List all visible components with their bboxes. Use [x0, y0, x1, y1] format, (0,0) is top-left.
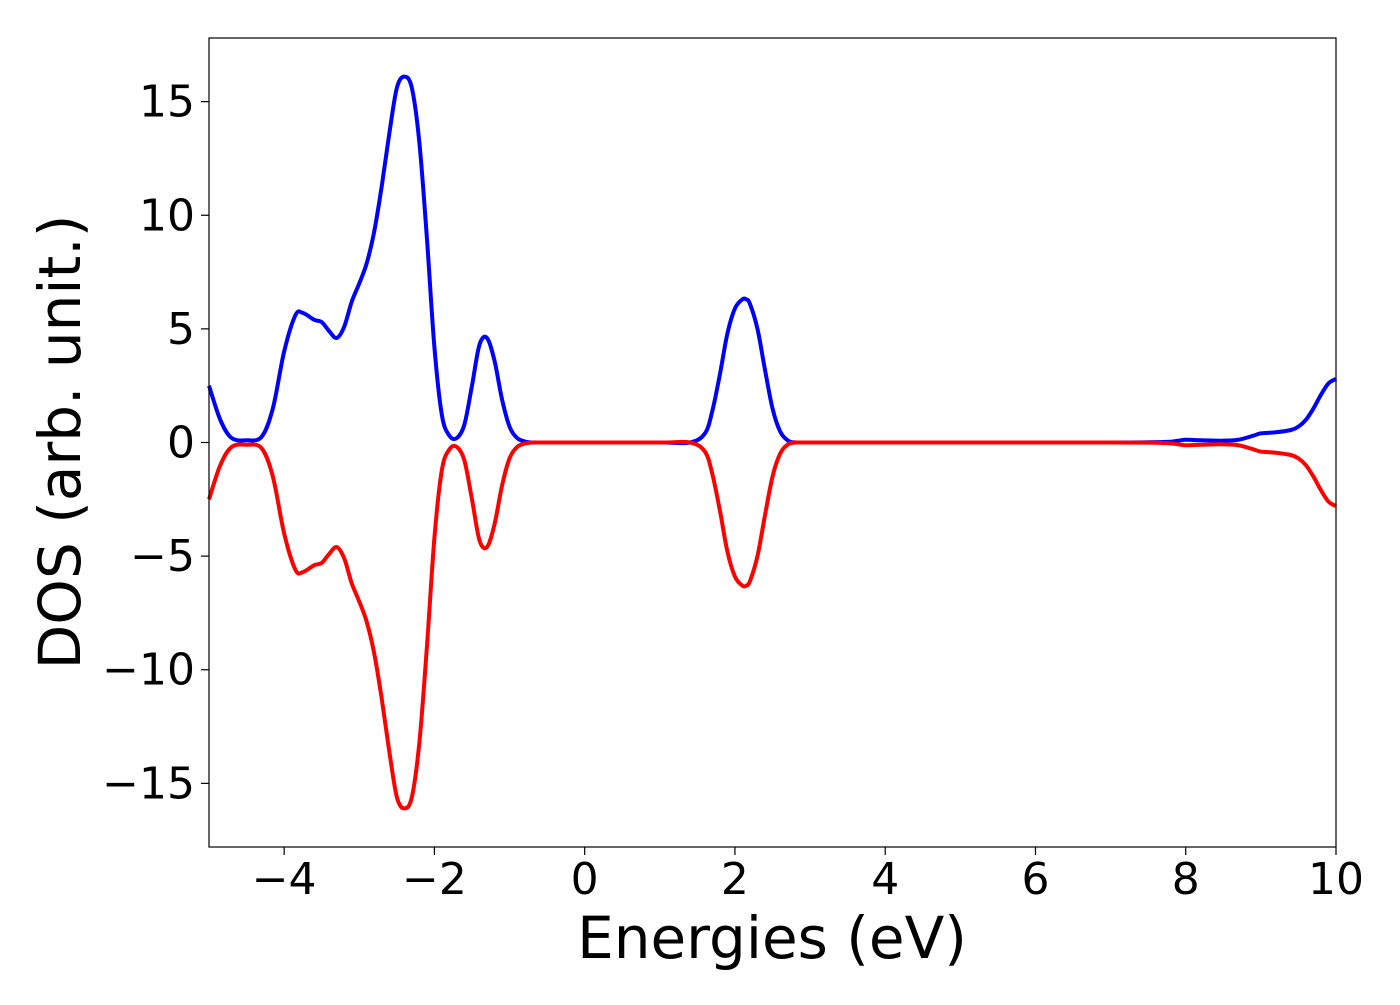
series-line-1: [207, 439, 1338, 811]
y-tick-label: 5: [167, 304, 195, 355]
y-tick-label: −15: [102, 758, 195, 809]
x-tick-label: −2: [402, 854, 467, 905]
x-tick-label: 2: [721, 854, 749, 905]
y-tick-label: 10: [139, 190, 195, 241]
y-axis-ticks: −15 −10 −5 0 5 10 15: [102, 77, 209, 809]
x-tick-label: 8: [1172, 854, 1200, 905]
series-line-0: [207, 74, 1338, 446]
y-tick-label: 0: [167, 418, 195, 469]
x-tick-label: 10: [1308, 854, 1364, 905]
y-tick-label: 15: [139, 77, 195, 128]
x-axis-label: Energies (eV): [577, 904, 967, 972]
y-tick-label: −10: [102, 645, 195, 696]
x-tick-label: −4: [252, 854, 317, 905]
x-tick-label: 6: [1021, 854, 1049, 905]
x-tick-label: 0: [571, 854, 599, 905]
y-tick-label: −5: [130, 531, 195, 582]
series-layer: [207, 74, 1338, 811]
x-tick-label: 4: [871, 854, 899, 905]
y-axis-label: DOS (arb. unit.): [26, 215, 94, 670]
x-axis-ticks: −4 −2 0 2 4 6 8 10: [252, 847, 1364, 905]
